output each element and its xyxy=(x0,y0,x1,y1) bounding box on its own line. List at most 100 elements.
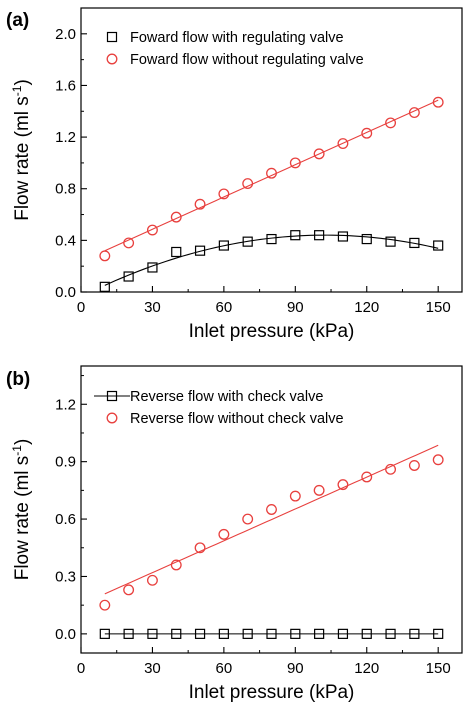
legend-marker-circle xyxy=(106,53,118,65)
x-tick-label: 150 xyxy=(426,660,451,677)
x-axis-label: Inlet pressure (kPa) xyxy=(189,682,355,703)
data-point-circle xyxy=(289,490,301,502)
y-tick-label: 0.0 xyxy=(55,626,76,643)
data-point-square xyxy=(123,271,134,282)
y-axis-label-sup: -1 xyxy=(10,85,24,96)
panel-label: (a) xyxy=(6,10,29,31)
x-tick-label: 150 xyxy=(426,299,451,316)
legend-marker-square xyxy=(106,31,118,43)
x-tick-label: 0 xyxy=(77,660,85,677)
data-point-square xyxy=(361,233,372,245)
y-tick-label: 0.4 xyxy=(55,232,76,249)
y-axis-label-close: ) xyxy=(12,439,33,445)
data-point-square xyxy=(337,628,349,639)
fit-line-squares xyxy=(104,234,439,286)
data-point-circle xyxy=(218,188,230,200)
data-point-circle xyxy=(194,198,206,210)
x-tick-label: 60 xyxy=(216,660,233,677)
x-tick-label: 0 xyxy=(77,299,85,316)
data-point-circle xyxy=(266,504,277,515)
data-point-circle xyxy=(242,178,254,190)
y-axis-label: Flow rate (ml s-1) xyxy=(10,79,33,221)
data-point-square xyxy=(290,230,301,241)
data-point-square xyxy=(290,628,301,639)
data-point-circle xyxy=(313,148,325,160)
y-tick-label: 0.3 xyxy=(55,568,76,585)
x-tick-label: 90 xyxy=(287,299,304,316)
data-point-circle xyxy=(194,542,206,554)
y-axis-label: Flow rate (ml s-1) xyxy=(10,439,33,581)
data-point-circle xyxy=(146,574,158,586)
data-point-circle xyxy=(337,138,349,149)
y-axis-label-sup: -1 xyxy=(10,445,24,456)
x-tick-label: 30 xyxy=(144,299,161,316)
data-point-circle xyxy=(432,454,444,466)
x-tick-label: 60 xyxy=(216,299,233,316)
data-point-square xyxy=(194,628,206,639)
fit-line-circles xyxy=(104,99,439,252)
data-point-circle xyxy=(99,599,111,611)
legend-label: Reverse flow without check valve xyxy=(130,411,344,427)
legend-label: Foward flow with regulating valve xyxy=(130,30,344,46)
legend-label: Foward flow without regulating valve xyxy=(130,52,364,68)
data-point-circle xyxy=(361,127,373,139)
y-tick-label: 1.2 xyxy=(55,396,76,413)
data-point-circle xyxy=(146,224,158,236)
data-point-circle xyxy=(242,513,254,525)
x-tick-label: 120 xyxy=(354,660,379,677)
data-point-circle xyxy=(289,157,301,169)
legend-marker-circle xyxy=(106,412,118,424)
data-point-circle xyxy=(313,484,325,496)
panel-b: 0 30 60 90 120 150 0.0 0.3 0.6 0.9 1.2 Inlet pressu… xyxy=(6,365,463,703)
y-axis-label-close: ) xyxy=(12,79,33,85)
data-point-square xyxy=(314,628,325,639)
y-tick-label: 1.6 xyxy=(55,77,76,94)
y-tick-label: 1.2 xyxy=(55,129,76,146)
panel-a: 0 30 60 90 120 150 0.0 0.4 0.8 1.2 1.6 2.0 Inlet pre… xyxy=(6,7,463,342)
y-axis-label-main: Flow rate (ml s xyxy=(12,96,33,221)
data-point-square xyxy=(242,236,253,247)
data-point-square xyxy=(99,281,110,292)
fit-line-circles xyxy=(104,444,439,595)
data-point-square xyxy=(409,237,420,249)
x-tick-label: 30 xyxy=(144,660,161,677)
plot-frame xyxy=(80,7,463,293)
panel-label: (b) xyxy=(6,369,30,390)
data-point-circle xyxy=(385,117,397,129)
data-point-square xyxy=(218,240,229,251)
data-point-square xyxy=(433,628,444,639)
data-point-circle xyxy=(337,479,349,491)
data-point-square xyxy=(171,628,182,639)
data-point-square xyxy=(99,628,110,639)
data-point-square xyxy=(171,246,182,258)
data-point-circle xyxy=(266,167,277,179)
plot-frame xyxy=(80,365,463,654)
x-tick-label: 90 xyxy=(287,660,304,677)
data-point-circle xyxy=(170,559,182,571)
y-axis-label-main: Flow rate (ml s xyxy=(12,456,33,581)
legend-label: Reverse flow with check valve xyxy=(130,389,323,405)
data-point-square xyxy=(385,236,396,247)
data-point-circle xyxy=(432,96,444,108)
data-point-circle xyxy=(123,584,135,596)
data-point-square xyxy=(147,628,158,639)
data-point-square xyxy=(242,628,253,639)
y-tick-label: 0.6 xyxy=(55,511,76,528)
y-tick-label: 0.8 xyxy=(55,181,76,198)
y-tick-label: 2.0 xyxy=(55,26,76,43)
data-point-square xyxy=(123,628,134,639)
data-point-circle xyxy=(123,237,135,249)
data-point-circle xyxy=(99,250,111,262)
data-point-square xyxy=(266,233,277,245)
data-point-circle xyxy=(385,463,397,475)
data-point-square xyxy=(194,245,206,256)
legend-marker-square xyxy=(106,390,118,402)
data-point-circle xyxy=(408,460,420,471)
data-point-square xyxy=(433,240,444,251)
data-point-circle xyxy=(218,528,230,540)
x-axis-label: Inlet pressure (kPa) xyxy=(189,321,355,342)
data-point-square xyxy=(266,628,277,639)
data-point-square xyxy=(337,231,349,242)
data-point-square xyxy=(385,628,396,639)
